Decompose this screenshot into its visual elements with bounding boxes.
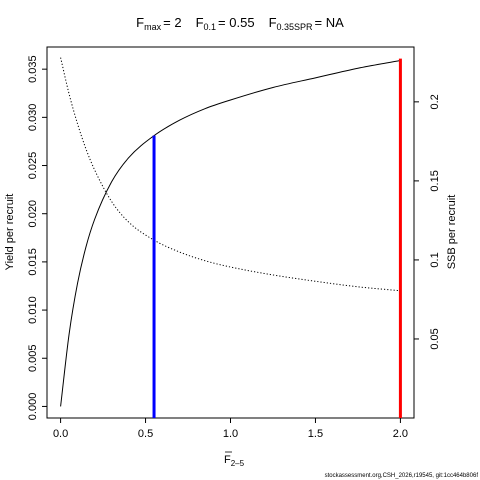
y2-tick-label-2: 0.15 [429,170,441,191]
title-fmax-symbol: F [136,15,144,30]
y-tick-label-5: 0.025 [27,152,39,180]
y2-tick-label-1: 0.1 [429,252,441,267]
y-tick-label-2: 0.010 [27,296,39,324]
x-tick-label-0: 0.0 [53,428,68,440]
y2-axis-label: SSB per recruit [446,195,458,270]
y-axis-left: 0.000 0.005 0.010 0.015 0.020 0.025 0.030 0.035 [27,55,47,420]
title-fspr-sub: 0.35SPR [277,22,314,32]
title-f01-value: = 0.55 [218,15,255,30]
y-axis-right: 0.05 0.1 0.15 0.2 [414,94,441,350]
x-tick-label-2: 1.0 [223,428,238,440]
reference-lines [152,58,402,418]
x-axis-label-sub: 2–5 [231,459,245,468]
y-tick-label-4: 0.020 [27,200,39,228]
x-axis: 0.0 0.5 1.0 1.5 2.0 [53,418,408,440]
y-tick-label-1: 0.005 [27,344,39,372]
title-fspr-value: = NA [315,15,345,30]
title-f01-sub: 0.1 [204,22,217,32]
x-axis-label: F2–5 [224,451,245,468]
y-tick-label-7: 0.035 [27,55,39,83]
y2-tick-label-3: 0.2 [429,94,441,109]
title-fmax-value: = 2 [163,15,181,30]
svg-text:F2–5: F2–5 [224,454,245,468]
y2-tick-label-0: 0.05 [429,328,441,349]
y-tick-label-3: 0.015 [27,248,39,276]
yield-per-recruit-line [60,59,401,407]
chart-title: Fmax = 2 F0.1 = 0.55 F0.35SPR = NA [136,15,344,32]
x-tick-label-1: 0.5 [138,428,153,440]
title-f01-symbol: F [196,15,204,30]
series-layer [60,57,401,407]
title-fmax-sub: max [144,22,162,32]
plot-frame [46,46,415,419]
y-tick-label-0: 0.000 [27,393,39,421]
x-tick-label-4: 2.0 [393,428,408,440]
ssb-per-recruit-line [60,57,401,292]
title-fspr-symbol: F [269,15,277,30]
y-tick-label-6: 0.030 [27,104,39,132]
footnote: stockassessment.org,CSH_2026,r19545, git… [325,473,479,479]
x-tick-label-3: 1.5 [308,428,323,440]
y-axis-label: Yield per recruit [4,194,16,271]
x-axis-label-symbol: F [224,454,231,466]
